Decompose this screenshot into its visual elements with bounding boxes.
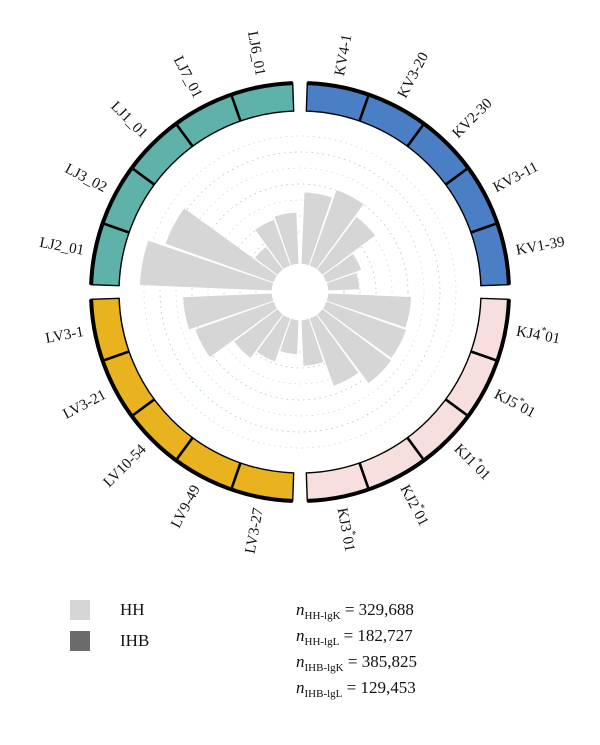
stat-n-symbol: n xyxy=(296,600,305,619)
sample-size-annotations: nHH-lgK = 329,688 nHH-lgL = 182,727 nIHB… xyxy=(296,600,417,704)
bar-hh-KV1-39 xyxy=(326,272,360,292)
bar-hh-LJ3_02 xyxy=(164,207,278,283)
bar-hh-LV3-27 xyxy=(279,318,300,355)
segment-ring-divider xyxy=(102,350,130,362)
segment-ring-divider xyxy=(131,166,156,186)
bar-hh-KV3-11 xyxy=(322,253,363,283)
bar-hh-LV3-1 xyxy=(182,292,274,331)
segment-ring-divider xyxy=(444,398,469,418)
bar-hh-KJ1*01 xyxy=(316,308,393,385)
guide-circle xyxy=(239,231,361,353)
stat-subscript: HH-lgL xyxy=(304,636,340,648)
segment-label: LV3-1 xyxy=(44,324,85,347)
stat-subscript: IHB-lgL xyxy=(304,688,343,700)
stat-ihb-igl: nIHB-lgL = 129,453 xyxy=(296,678,417,703)
segment-label: KV3-11 xyxy=(491,159,541,196)
segment-ring-divider xyxy=(230,462,242,490)
legend-swatch-hh xyxy=(70,600,90,620)
segment-ring-divider xyxy=(102,222,130,234)
segment-label: KJ4*01 xyxy=(515,321,562,348)
bar-hh-KJ2*01 xyxy=(309,314,360,387)
guide-circle xyxy=(255,247,345,337)
guide-circle xyxy=(207,199,393,385)
guide-circle xyxy=(223,215,377,369)
segment-label: KJ5*01 xyxy=(491,384,539,422)
segment-ring-divider xyxy=(470,222,498,234)
segment-label: LV3-27 xyxy=(243,506,267,555)
stat-value: = 129,453 xyxy=(342,678,416,697)
segment-label: LJ2_01 xyxy=(38,235,85,259)
segment-label: LJ1_01 xyxy=(107,99,150,142)
segment-ring-divider xyxy=(174,436,194,461)
segment-ring-divider xyxy=(230,94,242,122)
bar-hh-LV3-21 xyxy=(194,301,278,358)
guide-circle xyxy=(191,183,409,401)
segment-ring-divider xyxy=(444,166,469,186)
legend-label-hh: HH xyxy=(120,600,145,619)
stat-hh-igl: nHH-lgL = 182,727 xyxy=(296,626,417,651)
bar-hh-LJ2_01 xyxy=(139,239,274,292)
segment-label: KV1-39 xyxy=(515,234,566,259)
segment-ring-divider xyxy=(358,462,370,490)
segment-label: KV2-30 xyxy=(450,96,496,142)
legend-item-hh: HH xyxy=(70,600,149,620)
segment-label: LJ3_02 xyxy=(62,161,109,196)
segment-ring-divider xyxy=(358,94,370,122)
guide-circle xyxy=(143,135,457,449)
segment-label: LJ7_01 xyxy=(170,54,205,101)
stat-subscript: HH-lgK xyxy=(304,610,341,622)
segment-label: KV4-1 xyxy=(332,33,355,77)
bar-hh-KJ5*01 xyxy=(322,301,407,359)
segment-label: KV3-20 xyxy=(395,50,432,101)
segment-ring-outer-edge xyxy=(89,81,293,285)
bar-hh-KV4-1 xyxy=(300,191,333,266)
stat-n-symbol: n xyxy=(296,652,305,671)
legend-item-ihb: IHB xyxy=(70,631,149,651)
circular-bar-chart: KV4-1 KV3-20 KV2-30 KV3-11 KV1-39 KJ4*01 KJ5*0… xyxy=(38,30,566,555)
segment-ring-divider xyxy=(174,123,194,148)
stat-n-symbol: n xyxy=(296,626,305,645)
stat-ihb-igk: nIHB-lgK = 385,825 xyxy=(296,652,417,677)
bar-hh-LV10-54 xyxy=(233,308,284,359)
legend-label-ihb: IHB xyxy=(120,631,150,650)
segment-label: LV9-49 xyxy=(168,483,204,531)
segment-label: LV3-21 xyxy=(61,387,109,423)
segment-ring-divider xyxy=(406,123,426,148)
segment-label: LV10-54 xyxy=(100,441,150,491)
segment-label: KJ3*01 xyxy=(333,506,360,553)
segment-label: KJ1*01 xyxy=(450,439,495,484)
stat-n-symbol: n xyxy=(296,678,305,697)
stat-subscript: IHB-lgK xyxy=(304,662,344,674)
stat-value: = 385,825 xyxy=(343,652,417,671)
segment-ring-divider xyxy=(406,436,426,461)
bar-hh-KJ3*01 xyxy=(300,318,325,367)
bar-hh-KJ4*01 xyxy=(326,292,412,329)
segment-ring-divider xyxy=(470,350,498,362)
segment-ring-outer-edge xyxy=(307,81,511,285)
guide-circle xyxy=(159,151,441,433)
bar-hh-LJ7_01 xyxy=(254,219,291,270)
segment-ring-divider xyxy=(131,398,156,418)
segment-ring-outer-edge xyxy=(89,299,293,503)
guide-circle xyxy=(175,167,425,417)
segment-label: KJ2*01 xyxy=(396,481,434,529)
stat-value: = 329,688 xyxy=(340,600,414,619)
stat-hh-igk: nHH-lgK = 329,688 xyxy=(296,600,417,625)
legend: HH IHB xyxy=(70,600,149,662)
bar-hh-LV9-49 xyxy=(256,314,291,363)
bar-hh-LJ1_01 xyxy=(254,246,284,276)
bar-hh-LJ6_01 xyxy=(273,211,300,266)
bar-hh-KV2-30 xyxy=(316,216,376,276)
bar-hh-KV3-20 xyxy=(309,189,365,270)
segment-label: LJ6_01 xyxy=(244,30,268,77)
stat-value: = 182,727 xyxy=(339,626,413,645)
segment-ring-outer-edge xyxy=(307,299,511,503)
legend-swatch-ihb xyxy=(70,631,90,651)
